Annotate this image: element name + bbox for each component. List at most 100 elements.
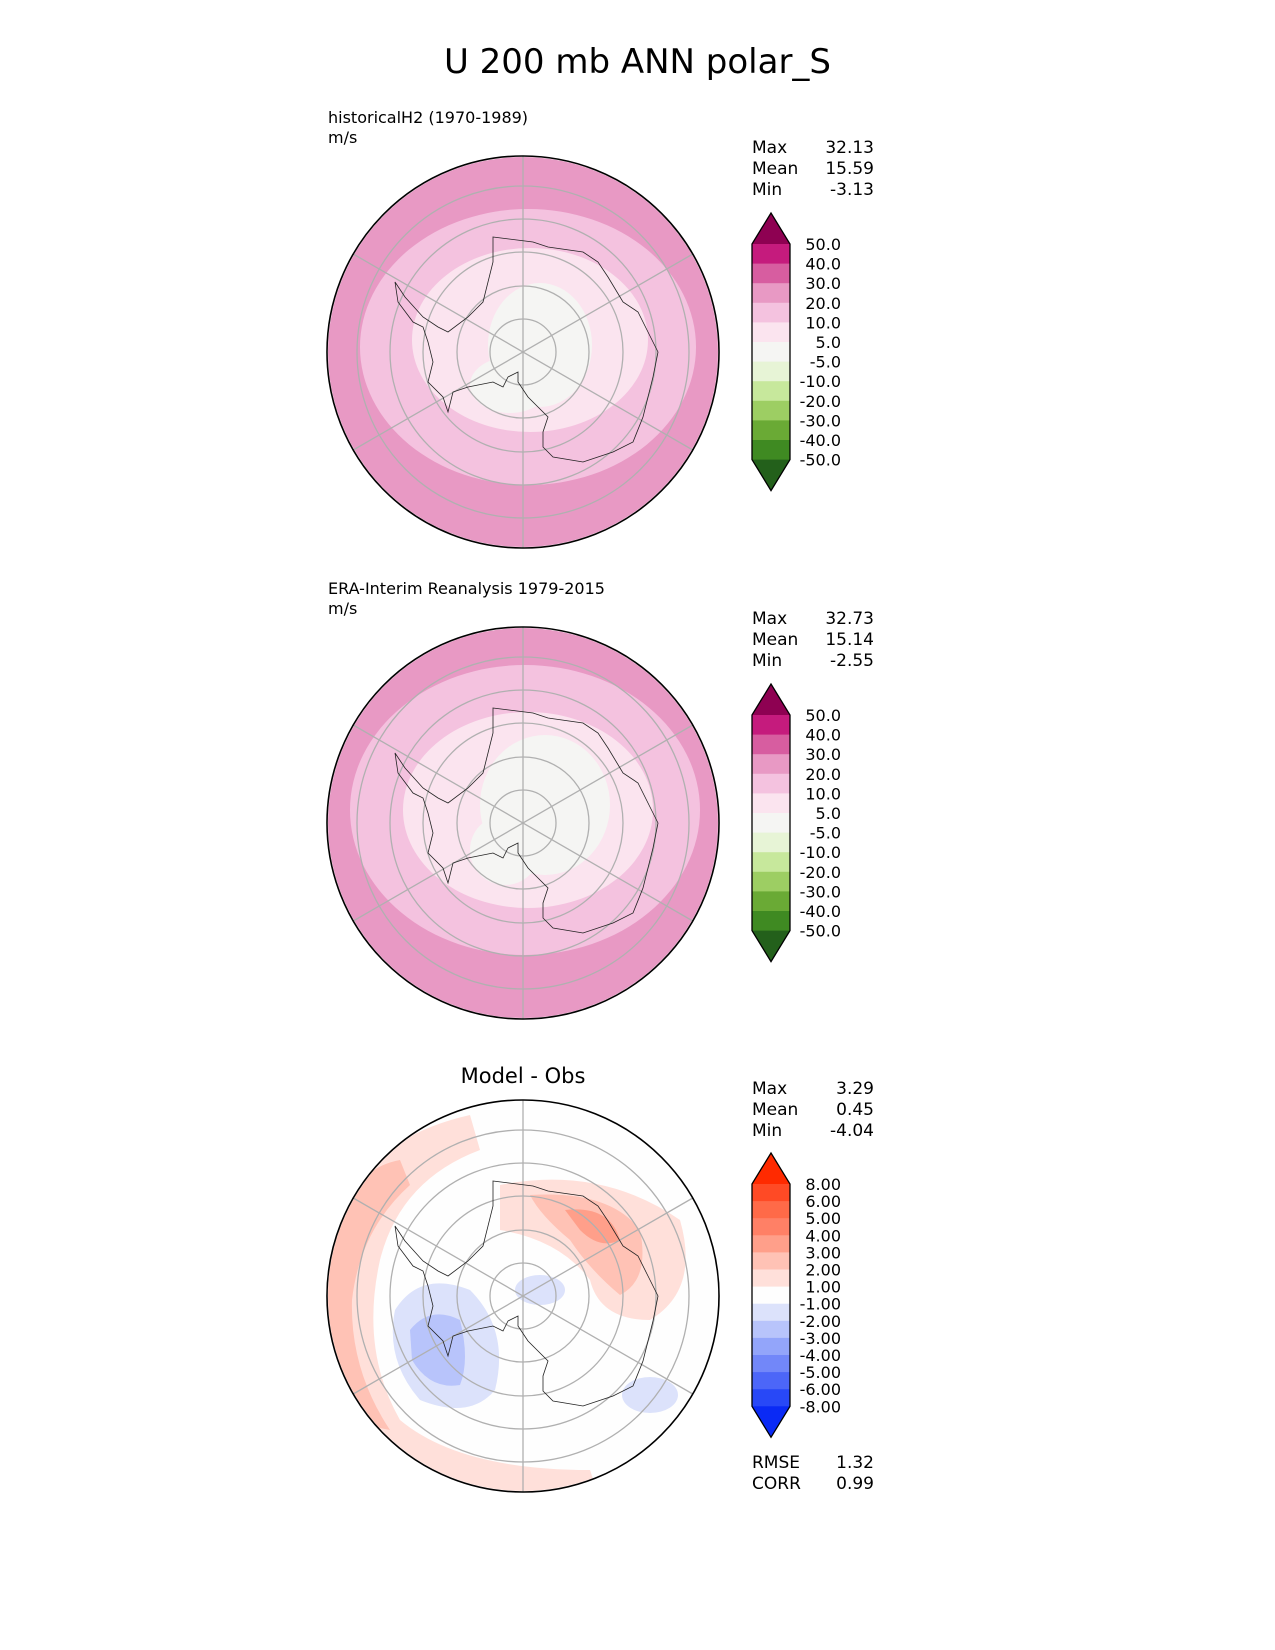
panel-2-stats: Max 32.73 Mean 15.14 Min -2.55	[752, 609, 874, 672]
panel-1-units: m/s	[328, 128, 358, 147]
colorbar-segment	[752, 381, 790, 402]
colorbar-segment	[752, 1235, 790, 1253]
colorbar-tick-label: 50.0	[805, 706, 841, 725]
colorbar-tick-label: 8.00	[805, 1175, 841, 1194]
colorbar-tick-label: -50.0	[800, 451, 841, 470]
colorbar-tick-label: 10.0	[805, 784, 841, 803]
stat-label: Min	[752, 180, 783, 200]
colorbar-tick-label: -5.00	[800, 1363, 841, 1382]
panel-3-subtitle: Model - Obs	[460, 1064, 586, 1088]
stat-mean: 15.59	[825, 159, 874, 179]
colorbar-tick-label: -3.00	[800, 1329, 841, 1348]
colorbar-tick-label: 40.0	[805, 726, 841, 745]
stat-min: -2.55	[830, 651, 874, 671]
colorbar-outline	[751, 211, 791, 492]
colorbar-tick-label: 5.0	[816, 333, 841, 352]
colorbar-tick-label: -10.0	[800, 372, 841, 391]
colorbar-tick-label: -40.0	[800, 902, 841, 921]
colorbar-obs: 50.040.030.020.010.05.0-5.0-10.0-20.0-30…	[751, 682, 841, 963]
map-grid-2	[326, 626, 720, 1020]
colorbar-segment	[752, 342, 790, 363]
colorbar-extend-max	[752, 684, 790, 715]
colorbar-segment	[752, 322, 790, 343]
colorbar-segment	[752, 754, 790, 775]
antarctica-coastline	[394, 707, 659, 934]
colorbar-tick-label: 3.00	[805, 1243, 841, 1262]
colorbar-extend-min	[752, 1406, 790, 1438]
colorbar-tick-label: 1.00	[805, 1278, 841, 1297]
stat-label: Mean	[752, 630, 799, 650]
stat-max: 32.13	[825, 138, 874, 158]
metric-label: RMSE	[752, 1453, 801, 1473]
colorbar-tick-label: 20.0	[805, 294, 841, 313]
colorbar-segment	[752, 1303, 790, 1322]
stat-mean: 0.45	[836, 1100, 874, 1120]
colorbar-segment	[752, 1389, 790, 1407]
stat-label: Max	[752, 609, 788, 629]
colorbar-segment	[752, 1269, 790, 1288]
colorbar-tick-label: -1.00	[800, 1295, 841, 1314]
colorbar-tick-label: 30.0	[805, 745, 841, 764]
colorbar-tick-label: -6.00	[800, 1380, 841, 1399]
colorbar-segment	[752, 813, 790, 834]
colorbar-extend-max	[752, 1153, 790, 1184]
longitude-line	[352, 253, 694, 451]
colorbar-segment	[752, 871, 790, 892]
colorbar-tick-label: -20.0	[800, 392, 841, 411]
map-boundary	[326, 1099, 720, 1493]
colorbar-segment	[752, 1286, 790, 1305]
colorbar-tick-label: 50.0	[805, 235, 841, 254]
stat-min: -3.13	[830, 180, 874, 200]
colorbar-segment	[752, 440, 790, 461]
stat-label: Min	[752, 1121, 783, 1141]
colorbar-segment	[752, 1218, 790, 1236]
stat-min: -4.04	[830, 1121, 874, 1141]
panel-1-stats: Max 32.13 Mean 15.59 Min -3.13	[752, 138, 874, 201]
longitude-line	[352, 724, 694, 922]
map-boundary	[326, 155, 720, 549]
colorbar-tick-label: 20.0	[805, 765, 841, 784]
colorbar-tick-label: 6.00	[805, 1192, 841, 1211]
stat-label: Min	[752, 651, 783, 671]
stat-max: 3.29	[836, 1079, 874, 1099]
colorbar-segment	[752, 244, 790, 265]
panel-3-metrics: RMSE 1.32 CORR 0.99	[752, 1453, 874, 1495]
colorbar-tick-label: 30.0	[805, 274, 841, 293]
stat-label: Max	[752, 138, 788, 158]
panel-2-units: m/s	[328, 599, 358, 618]
colorbar-tick-label: -2.00	[800, 1312, 841, 1331]
colorbar-tick-label: -5.0	[810, 353, 841, 372]
panel-3-stats: Max 3.29 Mean 0.45 Min -4.04	[752, 1079, 874, 1142]
map-grid-3	[326, 1099, 720, 1493]
colorbar-outline	[751, 1151, 791, 1439]
antarctica-coastline	[394, 1180, 659, 1407]
colorbar-segment	[752, 400, 790, 421]
colorbar-segment	[752, 1337, 790, 1356]
colorbar-tick-label: -8.00	[800, 1397, 841, 1416]
longitude-line	[352, 1197, 694, 1395]
colorbar-segment	[752, 1201, 790, 1219]
colorbar-segment	[752, 1184, 790, 1202]
colorbar-segment	[752, 911, 790, 932]
colorbar-tick-label: 10.0	[805, 313, 841, 332]
colorbar-segment	[752, 1355, 790, 1373]
colorbar-extend-min	[752, 459, 790, 491]
metric-rmse: 1.32	[836, 1453, 874, 1473]
stat-mean: 15.14	[825, 630, 874, 650]
colorbar-tick-label: -10.0	[800, 843, 841, 862]
colorbar-tick-label: 2.00	[805, 1261, 841, 1280]
colorbar-diff: 8.006.005.004.003.002.001.00-1.00-2.00-3…	[751, 1151, 841, 1439]
colorbar-tick-label: -30.0	[800, 411, 841, 430]
colorbar-extend-max	[752, 213, 790, 244]
colorbar-tick-label: -40.0	[800, 431, 841, 450]
colorbar-outline	[751, 682, 791, 963]
colorbar-segment	[752, 1252, 790, 1270]
colorbar-segment	[752, 715, 790, 736]
colorbar-segment	[752, 283, 790, 304]
panel-2-subtitle: ERA-Interim Reanalysis 1979-2015 m/s	[328, 579, 605, 619]
panel-1-subtitle: historicalH2 (1970-1989) m/s	[328, 108, 528, 148]
colorbar-segment	[752, 302, 790, 323]
colorbar-segment	[752, 734, 790, 755]
stat-label: Mean	[752, 159, 799, 179]
